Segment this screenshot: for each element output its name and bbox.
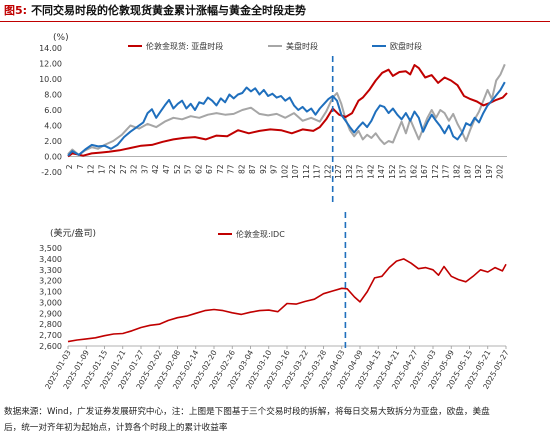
top-x-tick-label: 132 (345, 164, 354, 179)
top-x-tick-label: 182 (453, 164, 462, 179)
top-x-tick-label: 92 (259, 164, 268, 174)
top-x-tick-label: 97 (270, 164, 279, 174)
top-x-tick-label: 17 (97, 164, 106, 174)
legend-label-price: 伦敦金现:IDC (236, 229, 285, 239)
top-x-tick-label: 47 (162, 164, 171, 174)
bottom-y-tick-label: 3,400 (39, 255, 62, 264)
bottom-y-tick-label: 2,900 (39, 309, 62, 318)
top-x-tick-label: 62 (194, 164, 203, 174)
top-y-tick-label: 4.00 (44, 122, 62, 131)
bottom-y-unit: (美元/盎司) (50, 227, 96, 239)
top-x-tick-label: 77 (227, 164, 236, 174)
top-x-tick-label: 32 (130, 164, 139, 174)
top-x-tick-label: 22 (108, 164, 117, 174)
series-line-us (67, 63, 506, 156)
bottom-y-tick-label: 3,100 (39, 288, 62, 297)
top-x-tick-label: 117 (313, 164, 322, 179)
figure-title: 不同交易时段的伦敦现货黄金累计涨幅与黄金全时段走势 (31, 4, 307, 17)
top-x-tick-label: 137 (356, 164, 365, 179)
top-x-tick-label: 172 (431, 164, 440, 179)
top-y-tick-label: -2.00 (41, 168, 62, 177)
source-note-line-1: 数据来源：Wind，广发证券发展研究中心，注：上图是下图基于三个交易时段的拆解，… (4, 407, 490, 417)
top-x-tick-label: 142 (366, 164, 375, 179)
top-x-tick-label: 2 (65, 164, 74, 169)
bottom-legend: 伦敦金现:IDC (218, 229, 285, 239)
bottom-series-lines (67, 212, 507, 348)
top-x-tick-label: 107 (291, 164, 300, 179)
top-y-tick-label: 14.00 (39, 44, 62, 53)
series-line-price (67, 258, 507, 343)
top-y-tick-label: 8.00 (44, 91, 62, 100)
top-x-tick-label: 157 (399, 164, 408, 179)
top-x-tick-label: 167 (420, 164, 429, 179)
top-x-tick-label: 162 (409, 164, 418, 179)
top-x-tick-label: 87 (248, 164, 257, 174)
bottom-y-tick-label: 3,200 (39, 277, 62, 286)
top-x-tick-label: 112 (302, 164, 311, 179)
series-line-asia (67, 64, 508, 158)
source-note: 数据来源：Wind，广发证券发展研究中心，注：上图是下图基于三个交易时段的拆解，… (4, 404, 546, 436)
top-cumulative-return-chart: (%) -2.00 0.00 2.00 4.00 6.00 8.00 10.00 12.00 1… (39, 33, 508, 204)
top-y-tick-label: 0.00 (44, 153, 62, 162)
bottom-y-tick-label: 2,600 (39, 342, 62, 351)
top-x-tick-label: 147 (377, 164, 386, 179)
bottom-y-tick-label: 2,800 (39, 320, 62, 329)
top-series-lines (67, 56, 508, 204)
top-x-tick-label: 27 (119, 164, 128, 174)
top-x-tick-label: 122 (323, 164, 332, 179)
figure-title-bar: 图5: 不同交易时段的伦敦现货黄金累计涨幅与黄金全时段走势 (0, 0, 550, 20)
top-y-unit: (%) (53, 33, 69, 43)
top-y-tick-label: 10.00 (39, 75, 62, 84)
series-line-eu (67, 81, 506, 157)
top-x-tick-label: 127 (334, 164, 343, 179)
top-x-tick-label: 42 (151, 164, 160, 174)
source-note-line-2: 后，统一对齐年初为起始点，计算各个时段上的累计收益率 (4, 423, 228, 433)
top-y-tick-label: 12.00 (39, 60, 62, 69)
top-x-tick-label: 177 (442, 164, 451, 179)
top-x-tick-label: 152 (388, 164, 397, 179)
top-x-tick-label: 12 (87, 164, 96, 174)
top-x-tick-label: 72 (216, 164, 225, 174)
top-x-tick-label: 187 (463, 164, 472, 179)
top-y-axis: -2.00 0.00 2.00 4.00 6.00 8.00 10.00 12.00 14.00 (39, 44, 507, 177)
bottom-y-tick-label: 3,500 (39, 244, 62, 253)
bottom-y-tick-label: 2,700 (39, 331, 62, 340)
bottom-y-tick-label: 3,000 (39, 298, 62, 307)
top-x-tick-label: 52 (173, 164, 182, 174)
top-x-tick-label: 82 (237, 164, 246, 174)
bottom-x-axis: 2025-01-032025-01-092025-01-152025-01-21… (43, 346, 511, 391)
bottom-y-tick-label: 3,300 (39, 266, 62, 275)
top-y-tick-label: 6.00 (44, 106, 62, 115)
top-x-tick-label: 102 (280, 164, 289, 179)
title-rule (0, 21, 550, 22)
top-x-tick-label: 67 (205, 164, 214, 174)
top-y-tick-label: 2.00 (44, 137, 62, 146)
legend-label-eu: 欧盘时段 (390, 41, 422, 51)
top-x-tick-label: 197 (485, 164, 494, 179)
top-x-tick-label: 37 (140, 164, 149, 174)
top-x-tick-label: 192 (474, 164, 483, 179)
top-legend: 伦敦金现货: 亚盘时段 美盘时段 欧盘时段 (128, 41, 422, 51)
top-x-axis: 2 7 12 17 22 27 32 37 42 47 52 57 62 67 72 77 82 87 92 97 10… (65, 164, 504, 179)
legend-label-us: 美盘时段 (286, 41, 318, 51)
top-x-tick-label: 202 (496, 164, 505, 179)
top-x-tick-label: 7 (76, 164, 85, 169)
figure-label: 图5: (4, 4, 28, 17)
top-x-tick-label: 57 (184, 164, 193, 174)
legend-label-asia: 伦敦金现货: 亚盘时段 (146, 41, 223, 51)
